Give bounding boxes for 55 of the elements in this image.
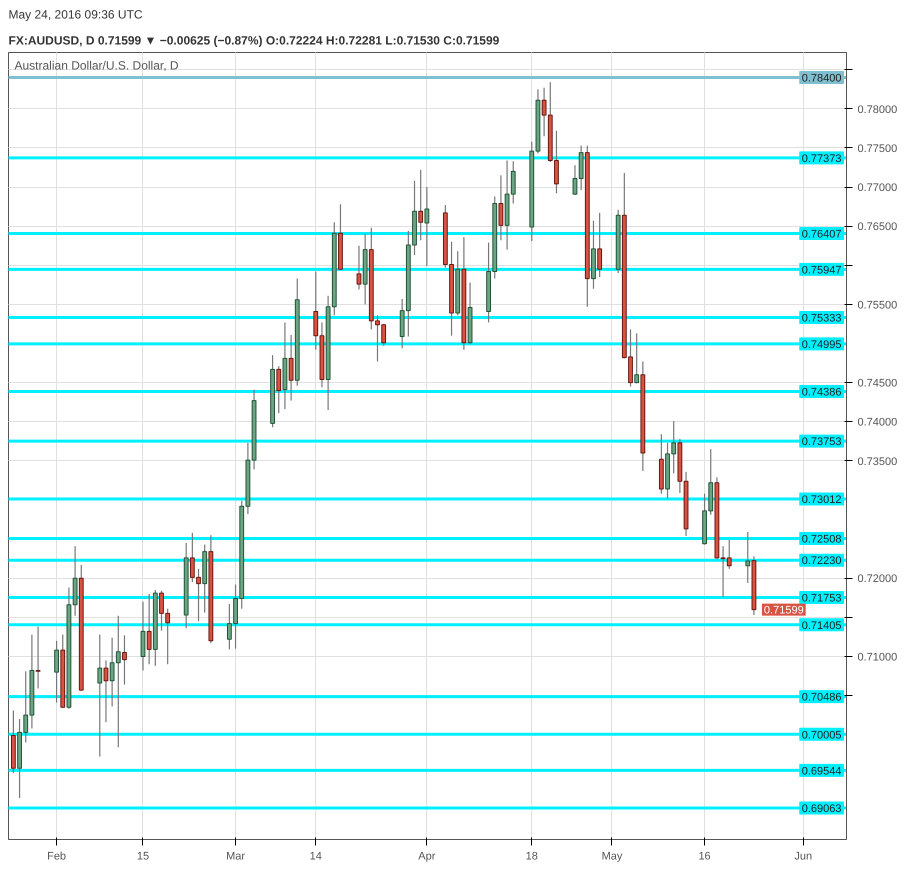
ref-line-label: 0.73753 bbox=[802, 436, 842, 448]
ref-line-label: 0.70486 bbox=[802, 692, 842, 704]
ref-line-label: 0.78400 bbox=[802, 72, 842, 85]
candlestick bbox=[498, 174, 504, 241]
y-tick-label: 0.75500 bbox=[858, 299, 898, 312]
x-tick-label: 18 bbox=[526, 850, 538, 862]
x-tick-label: Feb bbox=[47, 850, 66, 862]
annotation: Australian Dollar/U.S. Dollar, D bbox=[14, 58, 179, 72]
ref-line-label: 0.74995 bbox=[802, 338, 842, 351]
candlestick bbox=[745, 531, 750, 584]
y-tick-label: 0.76500 bbox=[858, 221, 898, 234]
x-tick-label: May bbox=[602, 850, 623, 862]
annotation: 0.71599 bbox=[764, 604, 804, 617]
ref-line-label: 0.69063 bbox=[802, 802, 842, 815]
ref-line-label: 0.74386 bbox=[802, 386, 842, 399]
candlestick bbox=[97, 634, 102, 758]
candlestick bbox=[104, 660, 108, 723]
y-tick-label: 0.74500 bbox=[858, 378, 898, 390]
candlestick bbox=[36, 626, 40, 690]
x-tick-label: 16 bbox=[698, 850, 711, 862]
candlestick bbox=[356, 245, 362, 290]
candlestick bbox=[122, 634, 127, 686]
y-tick-label: 0.73500 bbox=[858, 456, 898, 468]
candlestick bbox=[288, 334, 294, 402]
y-tick-label: 0.74000 bbox=[858, 416, 898, 429]
ref-line-label: 0.72508 bbox=[802, 533, 842, 546]
x-tick-label: Apr bbox=[418, 850, 436, 862]
ref-line-label: 0.71753 bbox=[802, 592, 842, 605]
ref-line-label: 0.71405 bbox=[802, 620, 842, 632]
ref-line-label: 0.77373 bbox=[802, 152, 842, 165]
y-tick-label: 0.71000 bbox=[858, 651, 898, 664]
ref-line-label: 0.72230 bbox=[802, 555, 842, 568]
x-tick-label: Mar bbox=[226, 850, 246, 862]
y-tick-label: 0.78000 bbox=[858, 104, 898, 116]
x-tick-label: 14 bbox=[310, 850, 322, 862]
candlestick bbox=[424, 186, 430, 267]
ref-line-label: 0.76407 bbox=[802, 228, 842, 240]
candlestick bbox=[54, 640, 59, 704]
candlestick bbox=[597, 212, 602, 278]
y-tick-label: 0.72000 bbox=[858, 573, 898, 586]
candlestick bbox=[418, 169, 424, 241]
y-tick-label: 0.77500 bbox=[858, 142, 898, 155]
candlestick bbox=[146, 593, 152, 665]
ref-line-label: 0.75947 bbox=[802, 264, 842, 276]
x-tick-label: 15 bbox=[136, 850, 150, 862]
y-tick-label: 0.77000 bbox=[858, 182, 898, 194]
chart-title: FX:AUDUSD, D 0.71599 ▼ −0.00625 (−0.87%) O:0.72224 H:0.72281 L:0.71530 C:0.71599 bbox=[8, 34, 500, 48]
x-tick-label: Jun bbox=[794, 850, 812, 862]
candlestick bbox=[634, 332, 640, 384]
candlestick bbox=[276, 366, 282, 414]
ref-line-label: 0.69544 bbox=[802, 765, 842, 778]
ref-line-label: 0.73012 bbox=[802, 494, 842, 506]
ref-line-label: 0.70005 bbox=[802, 729, 842, 742]
ref-line-label: 0.75333 bbox=[802, 312, 842, 324]
chart-subtitle: May 24, 2016 09:36 UTC bbox=[8, 8, 143, 22]
